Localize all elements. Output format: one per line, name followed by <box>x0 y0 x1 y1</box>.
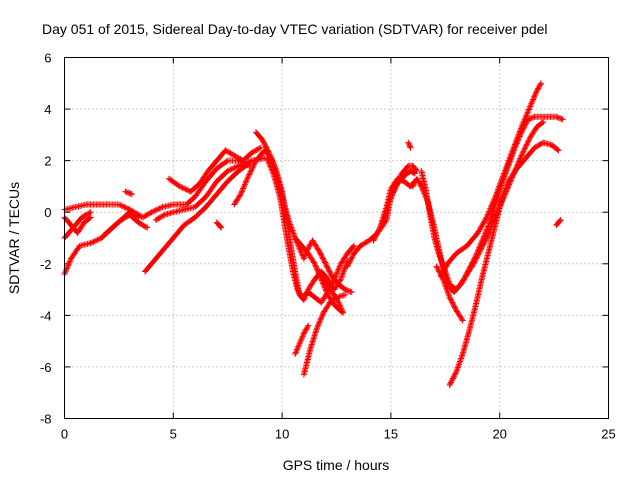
x-tick-label: 15 <box>384 427 398 442</box>
data-points <box>152 155 268 223</box>
plot-frame <box>64 57 609 419</box>
data-points <box>405 139 414 151</box>
series-arc9 <box>165 144 264 195</box>
series-arc24 <box>433 263 466 324</box>
x-tick-label: 10 <box>275 427 289 442</box>
data-points <box>379 162 421 229</box>
data-points <box>433 263 466 324</box>
tick-labels: 0 5 10 15 20 25 -8 -6 -4 -2 0 2 4 6 <box>40 51 616 442</box>
chart-title: Day 051 of 2015, Sidereal Day-to-day VTE… <box>42 21 548 37</box>
data-points <box>100 209 142 239</box>
x-tick-label: 5 <box>170 427 177 442</box>
series-arc25 <box>437 80 545 280</box>
data-points <box>437 80 545 280</box>
data-points <box>446 139 562 388</box>
series-arc20 <box>379 162 421 229</box>
series-arc21 <box>405 139 414 151</box>
series-arc14 <box>292 235 355 296</box>
data-series <box>61 80 566 388</box>
data-points <box>142 160 253 275</box>
y-tick-label: -6 <box>40 360 52 375</box>
series-arc6 <box>122 188 135 198</box>
y-tick-label: -2 <box>40 257 52 272</box>
x-axis-label: GPS time / hours <box>283 457 390 473</box>
data-points <box>292 235 355 296</box>
y-axis-label: SDTVAR / TECUs <box>6 182 22 294</box>
y-tick-label: -4 <box>40 308 52 323</box>
data-points <box>122 188 135 198</box>
y-tick-label: 4 <box>44 102 51 117</box>
series-arc17 <box>316 268 347 316</box>
series-arc7 <box>142 160 253 275</box>
series-arc26 <box>446 139 562 388</box>
series-arc5 <box>100 209 142 239</box>
data-points <box>292 322 312 358</box>
y-tick-label: 0 <box>44 205 51 220</box>
series-arc15 <box>292 322 312 358</box>
series-arc10 <box>213 219 225 231</box>
grid <box>64 57 609 419</box>
y-tick-label: -8 <box>40 412 52 427</box>
x-tick-label: 0 <box>61 427 68 442</box>
data-points <box>316 268 347 316</box>
y-tick-label: 6 <box>44 51 51 66</box>
series-arc27 <box>553 216 564 229</box>
data-points <box>213 219 225 231</box>
data-points <box>165 144 264 195</box>
series-arc8 <box>152 155 268 223</box>
x-tick-label: 25 <box>601 427 615 442</box>
x-tick-label: 20 <box>492 427 506 442</box>
y-tick-label: 2 <box>44 154 51 169</box>
data-points <box>553 216 564 229</box>
